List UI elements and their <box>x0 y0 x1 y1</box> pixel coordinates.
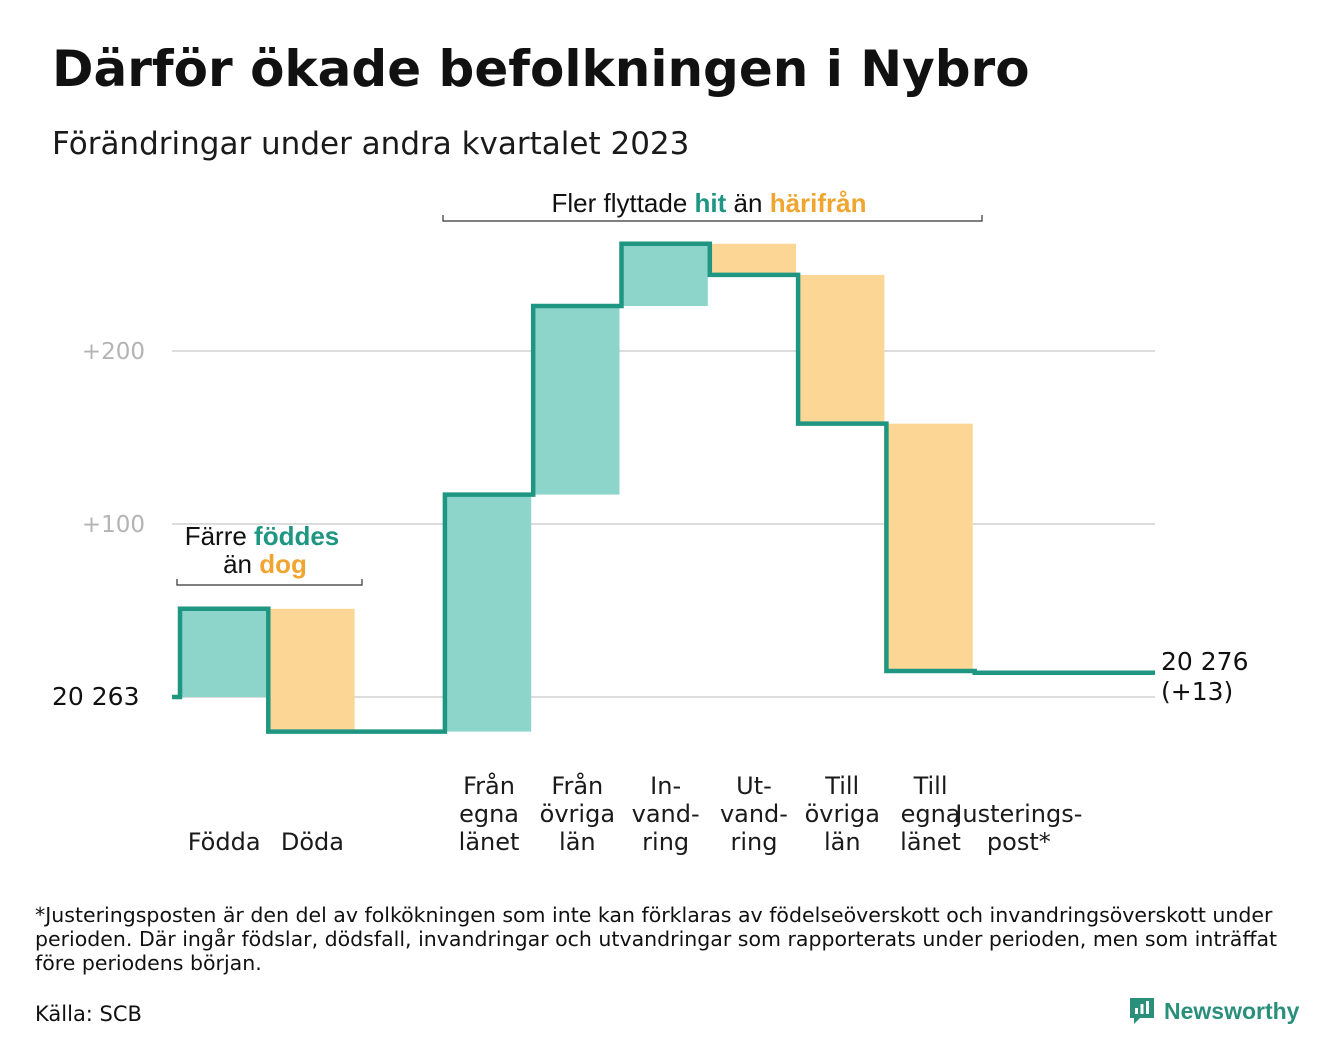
newsworthy-chart-icon <box>1130 998 1154 1024</box>
category-label: län <box>559 828 596 856</box>
category-label: egna <box>459 800 519 828</box>
category-label: Födda <box>188 828 261 856</box>
cumulative-step-line <box>172 241 1155 734</box>
category-label: ring <box>642 828 689 856</box>
category-label: Döda <box>281 828 344 856</box>
start-value-label: 20 263 <box>52 682 139 711</box>
category-label: Ut- <box>736 772 772 800</box>
footnote: *Justeringsposten är den del av folkökni… <box>35 903 1278 975</box>
category-label: Justerings- <box>953 800 1082 828</box>
y-tick-label: +200 <box>82 339 145 365</box>
source-label: Källa: SCB <box>35 1002 142 1026</box>
migration-annotation-bracket <box>442 215 983 222</box>
category-label: vand- <box>720 800 788 828</box>
brand-name: Newsworthy <box>1164 997 1300 1024</box>
waterfall-bar <box>623 243 708 307</box>
category-label: post* <box>987 828 1051 856</box>
end-value-label: 20 276 <box>1161 647 1248 676</box>
waterfall-bar <box>446 494 532 732</box>
category-label: In- <box>650 772 681 800</box>
category-label: Till <box>824 772 859 800</box>
category-label: egna <box>901 800 961 828</box>
waterfall-bar <box>711 243 797 275</box>
category-label: Från <box>551 771 603 800</box>
category-label: län <box>824 828 861 856</box>
birth-annotation-line1: Färre föddes <box>185 521 340 551</box>
category-label: vand- <box>632 800 700 828</box>
waterfall-bar <box>888 423 973 672</box>
chart-subtitle: Förändringar under andra kvartalet 2023 <box>52 126 690 162</box>
birth-annotation-bracket <box>176 579 363 586</box>
waterfall-bar <box>800 274 885 424</box>
category-label: övriga <box>805 800 880 828</box>
category-label: ring <box>730 828 777 856</box>
category-label: Från <box>463 771 515 800</box>
newsworthy-logo: Newsworthy <box>1128 996 1299 1026</box>
end-change-label: (+13) <box>1161 677 1233 706</box>
category-label: länet <box>459 828 520 856</box>
waterfall-bar <box>182 608 267 697</box>
chart-title: Därför ökade befolkningen i Nybro <box>52 40 1030 98</box>
birth-annotation-line2: än dog <box>223 549 307 579</box>
waterfall-bar <box>535 306 620 495</box>
waterfall-bar <box>270 608 355 732</box>
category-label: länet <box>900 828 961 856</box>
category-label: Till <box>913 772 948 800</box>
category-label: övriga <box>540 800 615 828</box>
y-tick-label: +100 <box>82 512 145 538</box>
migration-annotation: Fler flyttade hit än härifrån <box>551 188 866 218</box>
